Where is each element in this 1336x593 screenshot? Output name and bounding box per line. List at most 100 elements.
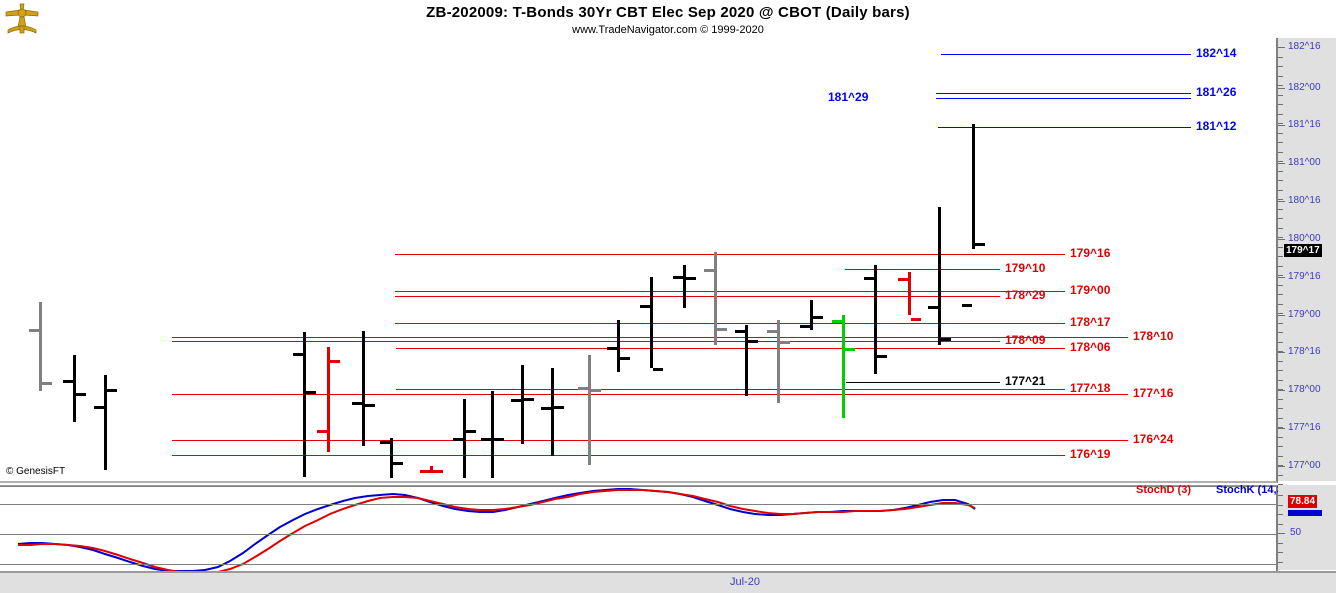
ohlc-bar[interactable] xyxy=(362,331,365,446)
stochastic-axis-minor-tick xyxy=(1278,552,1283,553)
price-axis-minor-tick xyxy=(1278,85,1283,86)
level-line[interactable] xyxy=(846,382,1000,383)
price-axis-minor-tick xyxy=(1278,246,1283,248)
ohlc-bar[interactable] xyxy=(303,332,306,477)
ohlc-bar[interactable] xyxy=(842,315,845,418)
level-line[interactable] xyxy=(395,291,1065,292)
stochastic-pane[interactable] xyxy=(0,485,1278,571)
ohlc-bar[interactable] xyxy=(73,355,76,422)
ohlc-open-tick xyxy=(704,269,714,272)
level-line[interactable] xyxy=(396,348,1065,349)
ohlc-open-tick xyxy=(640,305,650,308)
ohlc-open-tick xyxy=(832,320,842,323)
level-label: 179^10 xyxy=(1005,261,1046,275)
ohlc-bar[interactable] xyxy=(551,368,554,456)
level-line[interactable] xyxy=(941,54,1191,55)
ohlc-open-tick xyxy=(29,329,39,332)
date-axis[interactable]: Jul-20 xyxy=(0,571,1336,593)
level-label: 177^16 xyxy=(1133,386,1174,400)
ohlc-close-tick xyxy=(911,318,921,321)
ohlc-close-tick xyxy=(306,391,316,394)
ohlc-bar[interactable] xyxy=(588,355,591,465)
price-axis[interactable]: 182^16 182^00 181^16 181^00 180^16 180^00 179^… xyxy=(1278,38,1336,509)
price-axis-minor-tick xyxy=(1278,417,1283,419)
ohlc-bar[interactable] xyxy=(430,466,433,473)
ohlc-open-tick xyxy=(380,441,390,444)
ohlc-bar[interactable] xyxy=(714,252,717,345)
level-line[interactable] xyxy=(395,254,1065,255)
ohlc-close-tick xyxy=(365,404,375,407)
price-axis-minor-tick xyxy=(1278,56,1283,58)
ohlc-bar[interactable] xyxy=(777,320,780,403)
stochastic-legend-item[interactable]: StochD (3) xyxy=(1136,484,1191,496)
price-axis-label: 180^16 xyxy=(1288,195,1321,206)
price-axis-minor-tick xyxy=(1278,370,1283,371)
price-axis-minor-tick xyxy=(1278,256,1283,257)
level-line[interactable] xyxy=(395,323,1065,324)
ohlc-bar[interactable] xyxy=(521,365,524,444)
level-line[interactable] xyxy=(395,296,1000,297)
level-line[interactable] xyxy=(936,93,1191,94)
price-chart-pane[interactable] xyxy=(0,38,1278,483)
price-axis-tick xyxy=(1278,88,1285,89)
level-label: 181^12 xyxy=(1196,119,1237,133)
ohlc-open-tick xyxy=(928,306,938,309)
ohlc-bar[interactable] xyxy=(650,277,653,368)
price-axis-minor-tick xyxy=(1278,132,1283,134)
ohlc-bar[interactable] xyxy=(874,265,877,374)
price-axis-minor-tick xyxy=(1278,360,1283,362)
price-axis-minor-tick xyxy=(1278,75,1283,77)
stochastic-legend-item[interactable]: StochK (14,3) xyxy=(1216,484,1287,496)
level-label: 176^19 xyxy=(1070,447,1111,461)
ohlc-bar[interactable] xyxy=(390,438,393,478)
price-axis-minor-tick xyxy=(1278,398,1283,400)
ohlc-open-tick xyxy=(293,353,303,356)
ohlc-bar[interactable] xyxy=(104,375,107,470)
price-axis-tick xyxy=(1278,352,1285,353)
ohlc-bar[interactable] xyxy=(491,391,494,478)
ohlc-bar[interactable] xyxy=(972,124,975,249)
ohlc-bar[interactable] xyxy=(463,399,466,478)
level-label: 178^09 xyxy=(1005,333,1046,347)
price-axis-label: 178^16 xyxy=(1288,346,1321,357)
ohlc-bar[interactable] xyxy=(938,207,941,345)
level-line[interactable] xyxy=(172,455,1065,456)
price-axis-minor-tick xyxy=(1278,322,1283,324)
price-axis-tick xyxy=(1278,277,1285,278)
price-axis-minor-tick xyxy=(1278,218,1283,219)
level-line[interactable] xyxy=(845,269,1000,270)
level-line[interactable] xyxy=(396,389,1065,390)
ohlc-open-tick xyxy=(511,399,521,402)
level-line[interactable] xyxy=(936,98,1191,99)
level-line[interactable] xyxy=(938,127,1191,128)
ohlc-close-tick xyxy=(76,393,86,396)
level-line[interactable] xyxy=(172,394,1128,395)
chart-title: ZB-202009: T-Bonds 30Yr CBT Elec Sep 202… xyxy=(426,4,910,21)
ohlc-close-tick xyxy=(107,389,117,392)
ohlc-bar[interactable] xyxy=(39,302,42,391)
stochastic-value-bar xyxy=(1288,510,1322,516)
price-axis-minor-tick xyxy=(1278,123,1283,124)
ohlc-bar[interactable] xyxy=(327,347,330,452)
price-axis-minor-tick xyxy=(1278,275,1283,276)
ohlc-bar[interactable] xyxy=(617,320,620,372)
ohlc-bar[interactable] xyxy=(810,300,813,330)
ohlc-bar[interactable] xyxy=(745,325,748,396)
price-axis-minor-tick xyxy=(1278,474,1283,476)
stochastic-axis-minor-tick xyxy=(1278,504,1283,506)
ohlc-open-tick xyxy=(63,380,73,383)
ohlc-bar[interactable] xyxy=(683,265,686,308)
price-axis-minor-tick xyxy=(1278,313,1283,314)
ohlc-close-tick xyxy=(686,277,696,280)
price-axis-label: 178^00 xyxy=(1288,384,1321,395)
level-line[interactable] xyxy=(172,440,1128,441)
price-axis-minor-tick xyxy=(1278,161,1283,162)
ohlc-close-tick xyxy=(813,316,823,319)
stochastic-line xyxy=(18,489,976,571)
ohlc-close-tick xyxy=(466,430,476,433)
level-line[interactable] xyxy=(172,341,1000,342)
price-axis-minor-tick xyxy=(1278,465,1283,466)
price-axis-tick xyxy=(1278,125,1285,126)
ohlc-bar[interactable] xyxy=(908,272,911,315)
price-axis-minor-tick xyxy=(1278,199,1283,200)
